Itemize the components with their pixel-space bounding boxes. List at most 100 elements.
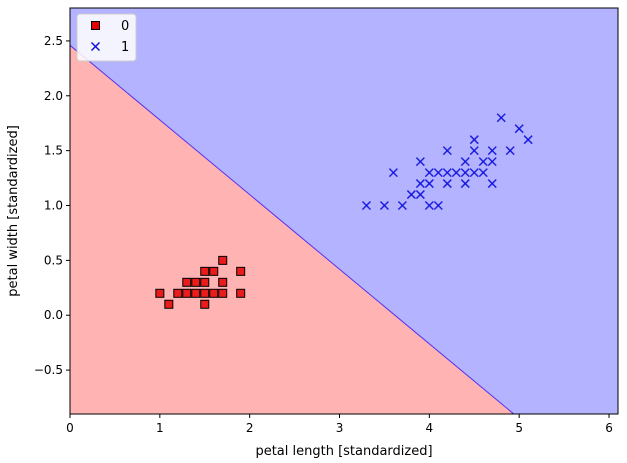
point-class-0	[200, 277, 210, 287]
point-class-1	[487, 146, 497, 156]
point-class-1	[460, 168, 470, 178]
point-class-0	[191, 288, 201, 298]
point-class-1	[424, 179, 434, 189]
point-stroke	[469, 135, 479, 145]
point-stroke	[433, 200, 443, 211]
point-class-0	[164, 299, 174, 309]
point-class-1	[379, 200, 389, 211]
data-points	[155, 113, 533, 309]
point-class-0	[209, 288, 219, 298]
point-class-1	[505, 146, 515, 156]
x-tick-label: 0	[66, 421, 74, 435]
point-class-0	[191, 277, 201, 287]
point-stroke	[487, 157, 497, 167]
x-tick-label: 6	[605, 421, 613, 435]
point-class-0	[236, 288, 246, 298]
x-tick-label: 2	[246, 421, 254, 435]
point-stroke	[442, 146, 452, 156]
point-class-0	[200, 299, 210, 309]
point-class-1	[451, 168, 461, 178]
point-stroke	[433, 168, 443, 178]
point-stroke	[415, 179, 425, 189]
y-tick-label: 0.0	[44, 308, 63, 322]
point-class-0	[218, 255, 228, 265]
point-class-1	[469, 135, 479, 145]
point-class-0	[182, 288, 192, 298]
legend-label-1: 1	[121, 40, 129, 55]
point-class-0	[200, 288, 210, 298]
y-axis-label: petal width [standardized]	[6, 125, 21, 297]
point-class-1	[442, 168, 452, 178]
point-class-1	[523, 135, 533, 145]
x-tick-label: 4	[426, 421, 434, 435]
point-stroke	[469, 146, 479, 156]
y-tick-label: 1.0	[44, 199, 63, 213]
point-stroke	[487, 146, 497, 156]
point-class-1	[424, 200, 434, 211]
point-class-1	[460, 179, 470, 189]
plot-frame	[69, 7, 619, 415]
point-stroke	[478, 168, 488, 178]
point-class-1	[406, 190, 416, 200]
x-tick-label: 3	[336, 421, 344, 435]
y-tick-label: 0.5	[44, 253, 63, 267]
point-class-1	[433, 200, 443, 211]
point-stroke	[460, 168, 470, 178]
point-class-0	[200, 266, 210, 276]
point-class-1	[361, 200, 371, 211]
point-stroke	[424, 179, 434, 189]
legend-marker-1	[90, 41, 101, 52]
point-class-1	[514, 124, 524, 134]
y-tick-label: −0.5	[34, 363, 63, 377]
x-tick-label: 1	[156, 421, 164, 435]
point-stroke	[388, 168, 398, 178]
point-class-0	[209, 266, 219, 276]
point-stroke	[469, 168, 479, 178]
point-stroke	[379, 200, 389, 211]
point-class-1	[388, 168, 398, 178]
point-stroke	[487, 179, 497, 189]
point-class-0	[182, 277, 192, 287]
point-stroke	[424, 168, 434, 178]
point-stroke	[442, 168, 452, 178]
y-axis-ticks: −0.5 0.0 0.5 1.0 1.5 2.0 2.5	[34, 34, 70, 377]
point-class-1	[424, 168, 434, 178]
legend-marker-0	[91, 21, 100, 30]
y-tick-label: 1.5	[44, 144, 63, 158]
point-class-1	[415, 190, 425, 200]
point-class-1	[433, 168, 443, 178]
point-class-0	[173, 288, 183, 298]
region-class-0	[70, 45, 514, 414]
point-class-0	[155, 288, 165, 298]
point-class-1	[487, 179, 497, 189]
point-stroke	[361, 200, 371, 211]
point-stroke	[523, 135, 533, 145]
point-stroke	[415, 157, 425, 167]
point-stroke	[505, 146, 515, 156]
point-class-1	[415, 179, 425, 189]
point-class-1	[415, 157, 425, 167]
point-class-1	[478, 168, 488, 178]
legend-label-0: 0	[121, 19, 129, 34]
point-stroke	[415, 190, 425, 200]
x-tick-label: 5	[515, 421, 523, 435]
point-stroke	[451, 168, 461, 178]
point-class-0	[236, 266, 246, 276]
point-stroke	[460, 157, 470, 167]
point-stroke	[442, 179, 452, 189]
point-class-1	[469, 146, 479, 156]
x-axis-ticks: 0 1 2 3 4 5 6	[66, 414, 613, 435]
point-class-1	[442, 146, 452, 156]
point-stroke	[478, 157, 488, 167]
point-stroke	[460, 179, 470, 189]
point-stroke	[514, 124, 524, 134]
point-class-1	[487, 157, 497, 167]
point-class-1	[478, 157, 488, 167]
point-class-1	[442, 179, 452, 189]
y-tick-label: 2.0	[44, 89, 63, 103]
x-axis-label: petal length [standardized]	[255, 444, 432, 459]
point-class-0	[218, 277, 228, 287]
point-stroke	[406, 190, 416, 200]
legend: 0 1	[76, 13, 137, 62]
